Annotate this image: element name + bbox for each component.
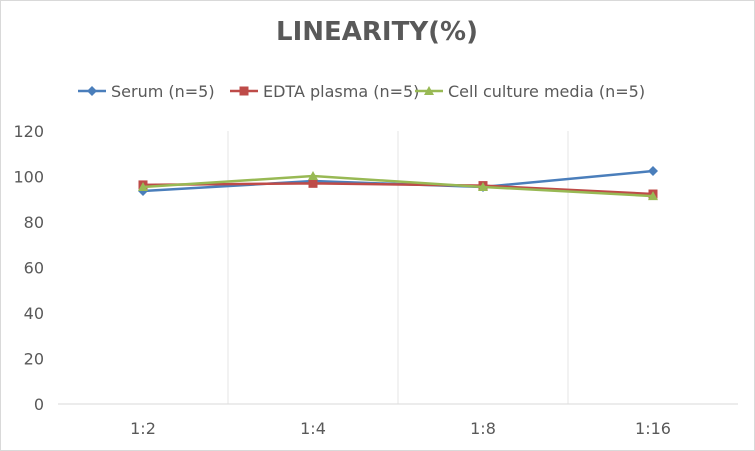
y-tick-label: 60 <box>24 259 44 278</box>
legend-item: Serum (n=5) <box>78 82 215 101</box>
legend-item: EDTA plasma (n=5) <box>230 82 419 101</box>
y-tick-label: 120 <box>13 122 44 141</box>
legend-item: Cell culture media (n=5) <box>415 82 645 101</box>
x-axis: 1:2 1:4 1:8 1:16 <box>130 419 671 438</box>
triangle-marker <box>478 181 488 191</box>
legend: Serum (n=5) EDTA plasma (n=5) Cell culture… <box>78 82 645 101</box>
triangle-marker <box>648 191 658 201</box>
square-marker <box>308 178 318 188</box>
y-axis: 0 20 40 60 80 100 120 <box>13 122 44 414</box>
x-tick-label: 1:8 <box>470 419 496 438</box>
legend-label: Cell culture media (n=5) <box>448 82 645 101</box>
y-tick-label: 80 <box>24 213 44 232</box>
y-tick-label: 40 <box>24 304 44 323</box>
diamond-marker <box>648 166 658 177</box>
legend-label: EDTA plasma (n=5) <box>263 82 419 101</box>
y-tick-label: 100 <box>13 168 44 187</box>
y-tick-label: 0 <box>34 395 44 414</box>
x-tick-label: 1:4 <box>300 419 326 438</box>
series-line <box>142 174 654 198</box>
legend-label: Serum (n=5) <box>111 82 215 101</box>
series-cell <box>138 171 658 201</box>
triangle-marker <box>308 171 318 181</box>
square-marker <box>239 86 249 96</box>
series-line <box>142 182 654 196</box>
x-tick-label: 1:2 <box>130 419 156 438</box>
diamond-marker <box>87 86 97 96</box>
triangle-marker <box>138 181 148 191</box>
x-tick-label: 1:16 <box>635 419 671 438</box>
grid <box>58 131 738 405</box>
series-group <box>138 166 658 201</box>
y-tick-label: 20 <box>24 350 44 369</box>
chart-title: LINEARITY(%) <box>276 17 478 47</box>
triangle-marker <box>424 86 434 95</box>
